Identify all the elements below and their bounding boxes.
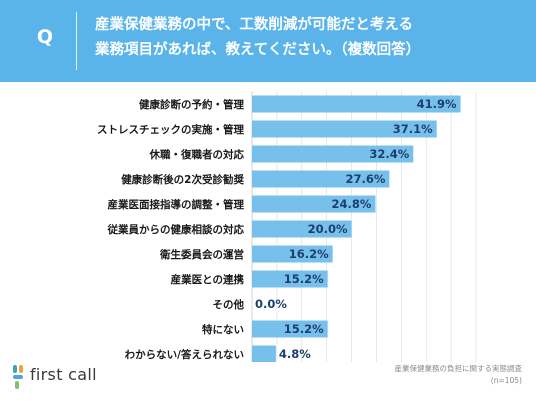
value-label: 37.1% [393, 122, 433, 136]
question-line-1: 産業保健業務の中で、工数削減が可能だと考える [95, 17, 413, 33]
source-line-2: (n=105) [490, 376, 522, 385]
category-label: 産業医との連携 [171, 273, 245, 286]
question-line-2: 業務項目があれば、教えてください。（複数回答） [95, 42, 421, 58]
value-label: 20.0% [308, 222, 348, 236]
bar [252, 195, 376, 213]
source-line-1: 産業保健業務の負担に関する実態調査 [394, 364, 523, 373]
header-divider [76, 12, 77, 70]
value-label: 41.9% [417, 97, 457, 111]
value-label: 16.2% [289, 247, 329, 261]
q-label: Q [36, 26, 54, 48]
source-note: 産業保健業務の負担に関する実態調査 (n=105) [395, 363, 523, 387]
bar [252, 320, 328, 338]
question-header: Q 産業保健業務の中で、工数削減が可能だと考える 業務項目があれば、教えてくださ… [0, 0, 536, 82]
bar [252, 95, 461, 113]
bar [252, 170, 390, 188]
category-label: その他 [213, 298, 245, 311]
bar [252, 345, 276, 362]
category-label: 産業医面接指導の調整・管理 [108, 198, 245, 211]
category-label: わからない/答えられない [125, 348, 244, 361]
logo-text: first call [30, 365, 97, 384]
category-label: 衛生委員会の運営 [159, 248, 244, 261]
bar [252, 145, 414, 163]
bar [252, 120, 437, 138]
value-label: 24.8% [332, 197, 372, 211]
bars-layer: 健康診断の予約・管理 41.9% ストレスチェックの実施・管理 37.1% 休職・復職者… [97, 95, 461, 362]
plus-cross-logo-icon [13, 365, 23, 389]
question-text: 産業保健業務の中で、工数削減が可能だと考える 業務項目があれば、教えてください。… [95, 13, 525, 63]
category-label: 休職・復職者の対応 [149, 148, 245, 161]
category-label: 従業員からの健康相談の対応 [107, 223, 245, 236]
value-label: 32.4% [369, 147, 409, 161]
first-call-logo [13, 365, 23, 389]
value-label: 15.2% [284, 272, 324, 286]
category-label: 特にない [202, 323, 244, 336]
value-label: 27.6% [345, 172, 385, 186]
value-label: 15.2% [284, 322, 324, 336]
value-label: 0.0% [255, 297, 287, 311]
category-label: ストレスチェックの実施・管理 [97, 123, 244, 136]
bar [252, 270, 328, 288]
value-label: 4.8% [279, 347, 311, 361]
bar-chart: 健康診断の予約・管理 41.9% ストレスチェックの実施・管理 37.1% 休職・復職者… [97, 91, 477, 362]
category-label: 健康診断後の2次受診勧奨 [121, 173, 244, 186]
bar [252, 220, 352, 238]
bar [252, 245, 333, 263]
category-label: 健康診断の予約・管理 [139, 98, 244, 111]
